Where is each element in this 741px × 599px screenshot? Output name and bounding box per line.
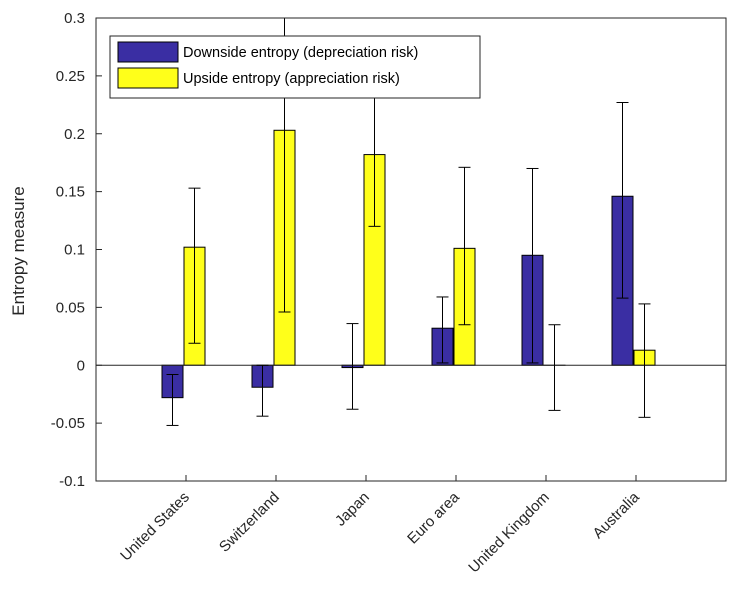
x-tick-label: Australia: [590, 488, 644, 542]
y-tick-label: -0.05: [51, 415, 85, 432]
y-tick-label: 0.05: [56, 299, 85, 316]
legend: Downside entropy (depreciation risk) Ups…: [109, 35, 481, 99]
x-tick-label: Japan: [332, 489, 373, 530]
x-tick-label: United Kingdom: [465, 489, 552, 576]
y-tick-label: 0: [77, 357, 85, 374]
y-tick-label: 0.2: [64, 126, 85, 143]
legend-swatch-downside: [117, 41, 179, 63]
y-tick-label: 0.1: [64, 242, 85, 259]
y-tick-label: 0.15: [56, 184, 85, 201]
axes-group: [95, 17, 727, 482]
legend-swatch-upside: [117, 67, 179, 89]
x-tick-label: Euro area: [404, 488, 463, 547]
x-tick-labels: United States Switzerland Japan Euro area Un…: [117, 488, 643, 576]
x-tick-label: Switzerland: [216, 489, 283, 556]
legend-label-downside: Downside entropy (depreciation risk): [183, 45, 418, 61]
y-tick-label: -0.1: [59, 473, 85, 490]
x-tick-label: United States: [117, 489, 193, 565]
error-bars-group: [166, 18, 651, 426]
y-tick-label: 0.25: [56, 68, 85, 85]
y-axis-label: Entropy measure: [9, 186, 28, 315]
legend-label-upside: Upside entropy (appreciation risk): [183, 71, 400, 87]
y-tick-labels: -0.1 -0.05 0 0.05 0.1 0.15 0.2 0.25 0.3: [51, 10, 85, 490]
y-tick-label: 0.3: [64, 10, 85, 27]
